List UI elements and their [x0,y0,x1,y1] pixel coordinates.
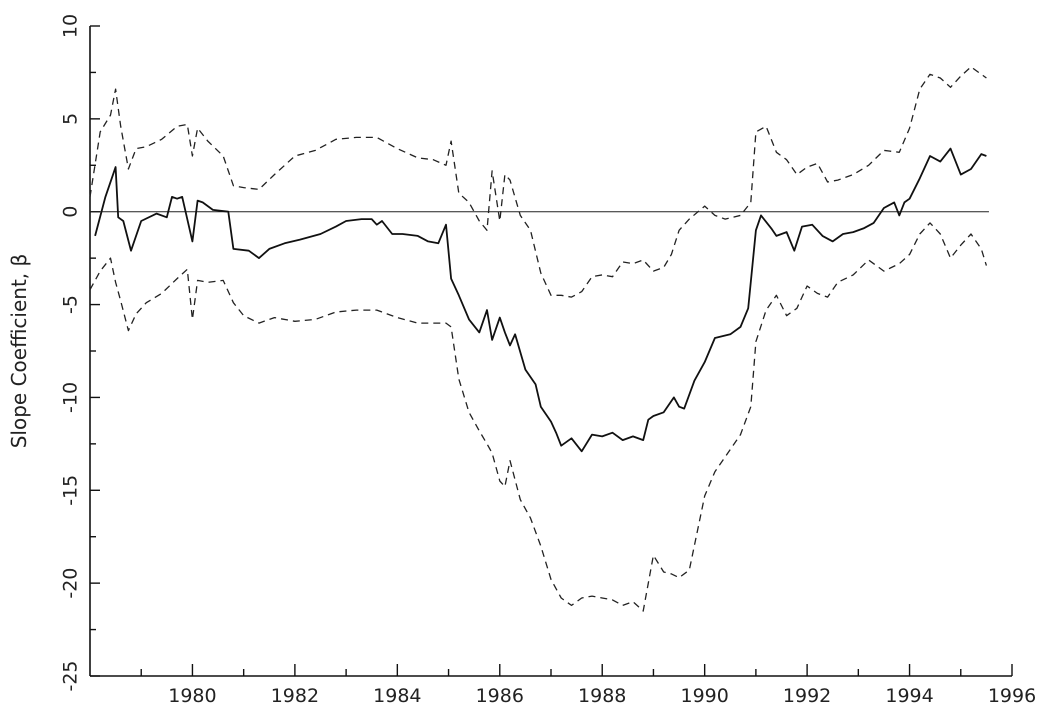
y-tick-label: -10 [60,382,82,413]
y-tick-label: 0 [60,206,82,218]
lower-band-line [89,222,988,612]
x-tick-label: 1982 [271,685,319,707]
axes: 10 5 0 -5 -10 -15 -20 -25 1980 1982 1984 1986 1988 19… [60,14,1037,707]
y-tick-label: -25 [60,660,82,691]
y-tick-label: -5 [60,295,82,314]
x-tick-label: 1990 [680,685,728,707]
y-tick-label: -15 [60,475,82,506]
x-tick-label: 1992 [783,685,831,707]
y-tick-label: 5 [60,113,82,125]
x-tick-label: 1984 [373,685,421,707]
estimate-line [94,147,987,453]
x-tick-label: 1986 [476,685,524,707]
y-axis-label: Slope Coefficient, β [7,254,31,449]
x-tick-label: 1988 [578,685,626,707]
series-group [89,66,988,612]
upper-band-line [89,66,987,298]
labels-group: Slope Coefficient, β [7,254,31,449]
y-tick-label: -20 [60,568,82,599]
x-tick-label: 1980 [168,685,216,707]
x-tick-label: 1994 [885,685,933,707]
y-tick-label: 10 [60,14,82,38]
x-tick-label: 1996 [988,685,1036,707]
